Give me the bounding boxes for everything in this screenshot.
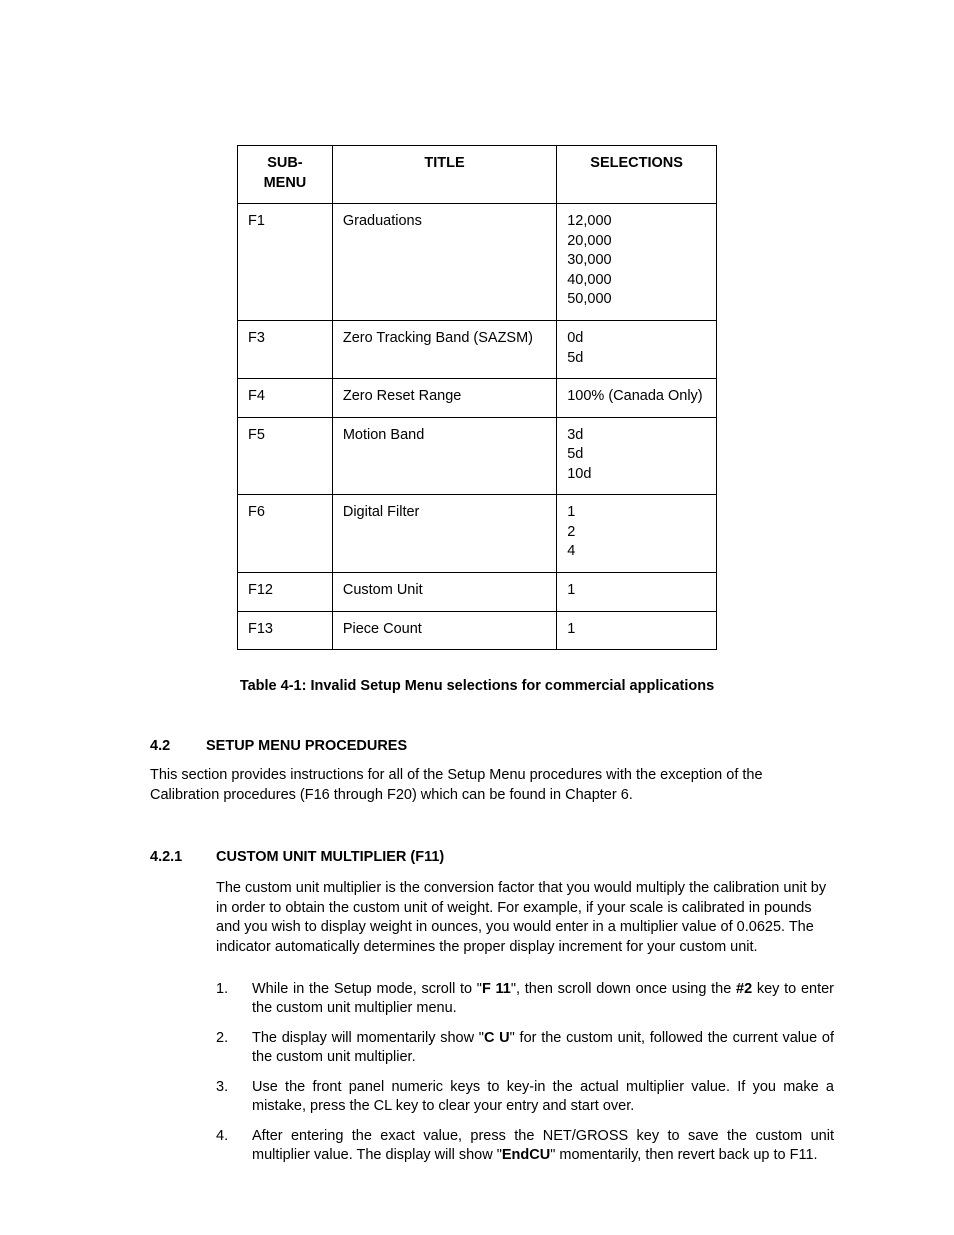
table-row: F13Piece Count1 [238,611,717,650]
cell-submenu: F5 [238,417,333,495]
cell-submenu: F12 [238,573,333,612]
cell-submenu: F3 [238,320,333,378]
steps-list: 1.While in the Setup mode, scroll to "F … [216,980,834,1167]
cell-title: Zero Reset Range [332,379,556,418]
table-header-row: SUB-MENU TITLE SELECTIONS [238,146,717,204]
cell-submenu: F4 [238,379,333,418]
section-body: This section provides instructions for a… [150,766,834,805]
table-row: F3Zero Tracking Band (SAZSM)0d 5d [238,320,717,378]
list-item: 4.After entering the exact value, press … [216,1127,834,1166]
step-number: 3. [216,1078,252,1117]
table-row: F4Zero Reset Range100% (Canada Only) [238,379,717,418]
step-text: Use the front panel numeric keys to key-… [252,1078,834,1117]
col-header-submenu: SUB-MENU [238,146,333,204]
table-row: F5Motion Band3d 5d 10d [238,417,717,495]
cell-title: Motion Band [332,417,556,495]
cell-selections: 100% (Canada Only) [557,379,717,418]
cell-selections: 12,000 20,000 30,000 40,000 50,000 [557,204,717,321]
table-row: F12Custom Unit1 [238,573,717,612]
cell-submenu: F1 [238,204,333,321]
step-number: 4. [216,1127,252,1166]
setup-table: SUB-MENU TITLE SELECTIONS F1Graduations1… [237,145,717,650]
cell-title: Graduations [332,204,556,321]
cell-title: Custom Unit [332,573,556,612]
cell-submenu: F13 [238,611,333,650]
step-text: The display will momentarily show "C U" … [252,1029,834,1068]
list-item: 2.The display will momentarily show "C U… [216,1029,834,1068]
subsection-title: CUSTOM UNIT MULTIPLIER (F11) [216,849,444,865]
cell-selections: 1 [557,573,717,612]
subsection-body: The custom unit multiplier is the conver… [216,879,834,957]
table-row: F6Digital Filter1 2 4 [238,495,717,573]
list-item: 3.Use the front panel numeric keys to ke… [216,1078,834,1117]
table-caption: Table 4-1: Invalid Setup Menu selections… [120,678,834,694]
section-number: 4.2 [150,738,206,754]
cell-title: Digital Filter [332,495,556,573]
list-item: 1.While in the Setup mode, scroll to "F … [216,980,834,1019]
section-title: SETUP MENU PROCEDURES [206,738,407,754]
cell-selections: 3d 5d 10d [557,417,717,495]
cell-selections: 1 [557,611,717,650]
col-header-title: TITLE [332,146,556,204]
table-row: F1Graduations12,000 20,000 30,000 40,000… [238,204,717,321]
subsection-number: 4.2.1 [150,849,216,865]
cell-selections: 1 2 4 [557,495,717,573]
step-number: 1. [216,980,252,1019]
table-body: F1Graduations12,000 20,000 30,000 40,000… [238,204,717,650]
cell-submenu: F6 [238,495,333,573]
document-page: SUB-MENU TITLE SELECTIONS F1Graduations1… [0,0,954,1235]
step-text: After entering the exact value, press th… [252,1127,834,1166]
cell-title: Zero Tracking Band (SAZSM) [332,320,556,378]
step-number: 2. [216,1029,252,1068]
section-heading: 4.2 SETUP MENU PROCEDURES [120,738,834,754]
step-text: While in the Setup mode, scroll to "F 11… [252,980,834,1019]
cell-title: Piece Count [332,611,556,650]
subsection-heading: 4.2.1 CUSTOM UNIT MULTIPLIER (F11) [120,849,834,865]
cell-selections: 0d 5d [557,320,717,378]
col-header-selections: SELECTIONS [557,146,717,204]
